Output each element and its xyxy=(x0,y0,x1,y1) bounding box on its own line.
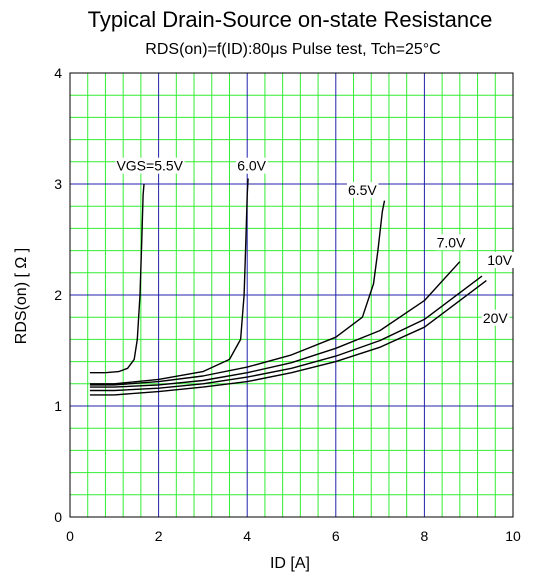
series-label: 10V xyxy=(487,252,513,268)
series-label: 7.0V xyxy=(437,234,466,250)
series-label: VGS=5.5V xyxy=(116,158,183,174)
series-line xyxy=(89,183,145,374)
x-tick-label: 4 xyxy=(243,528,251,544)
y-tick-label: 0 xyxy=(54,509,62,525)
series-label-background xyxy=(346,182,379,199)
series-line xyxy=(89,275,483,392)
series-label: 6.0V xyxy=(237,158,266,174)
series-label-background xyxy=(435,234,468,251)
chart-subtitle: RDS(on)=f(ID):80μs Pulse test, Tch=25°C xyxy=(145,41,440,58)
y-tick-label: 4 xyxy=(54,65,62,81)
x-axis-label: ID [A] xyxy=(270,555,310,572)
x-axis: 0 2 4 6 8 10 xyxy=(66,528,521,544)
x-tick-label: 0 xyxy=(66,528,74,544)
y-tick-label: 3 xyxy=(54,176,62,192)
chart-title: Typical Drain-Source on-state Resistance xyxy=(88,7,493,32)
series-line xyxy=(89,261,461,388)
x-tick-label: 2 xyxy=(155,528,163,544)
x-tick-label: 10 xyxy=(505,528,521,544)
series-label-background xyxy=(486,252,514,269)
y-tick-label: 2 xyxy=(54,287,62,303)
series-label-background xyxy=(236,157,268,174)
curve-labels: VGS=5.5V 6.0V 6.5V 7.0V 10V 20V xyxy=(115,157,514,326)
y-axis-label: RDS(on) [ Ω ] xyxy=(13,248,30,344)
series-line xyxy=(89,280,487,396)
x-tick-label: 8 xyxy=(421,528,429,544)
series-label: 20V xyxy=(483,310,509,326)
series-label: 6.5V xyxy=(348,182,377,198)
y-axis: 0 1 2 3 4 xyxy=(54,65,62,525)
x-tick-label: 6 xyxy=(332,528,340,544)
series-line xyxy=(89,178,249,385)
series-label-background xyxy=(481,309,510,326)
series-label-background xyxy=(115,157,185,174)
series-line xyxy=(89,200,386,386)
plot-frame xyxy=(69,72,514,518)
y-tick-label: 1 xyxy=(54,398,62,414)
curves xyxy=(89,178,487,396)
